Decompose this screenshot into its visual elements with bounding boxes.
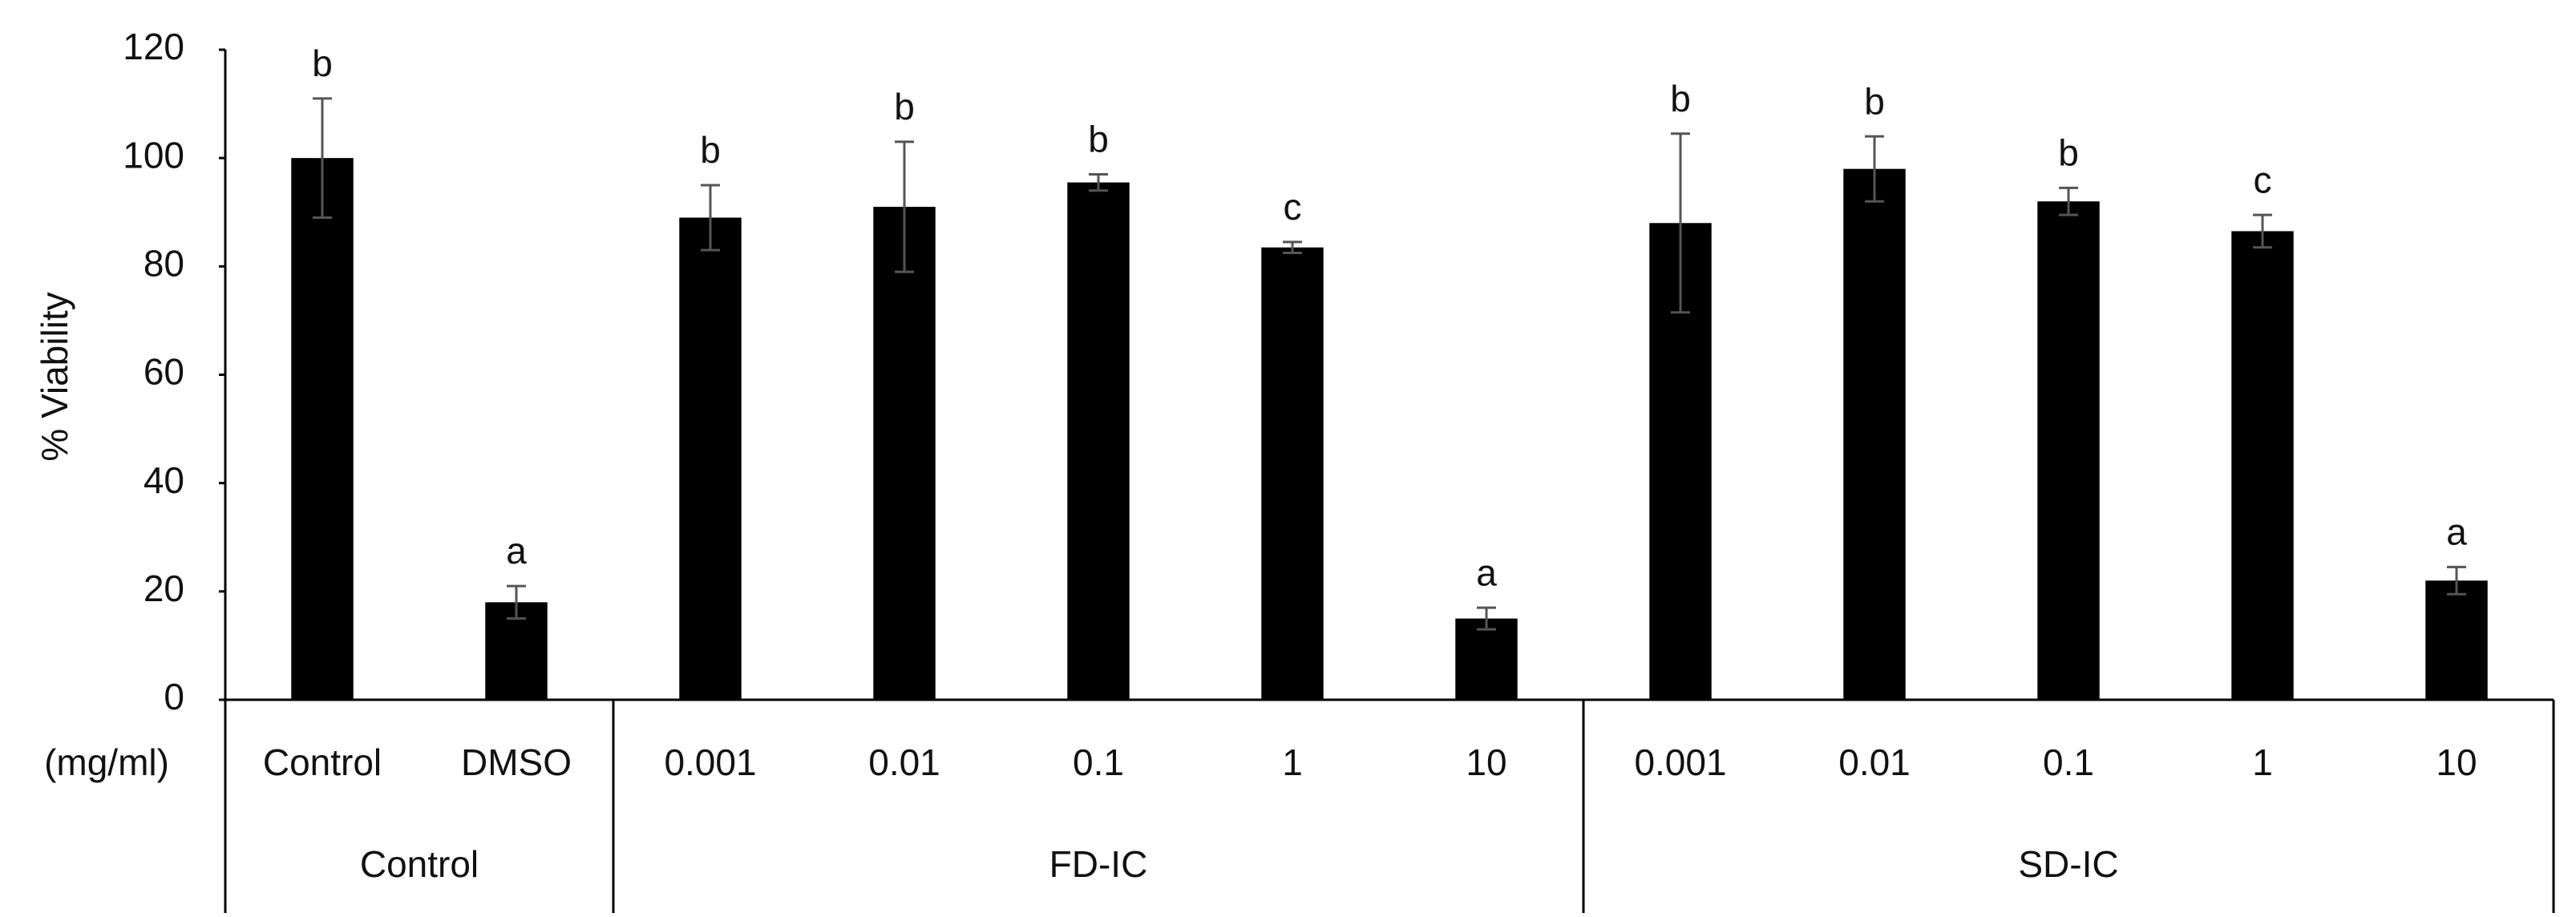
- group-label: Control: [360, 843, 479, 885]
- x-tick-label: 0.1: [2043, 741, 2094, 783]
- y-tick-label: 100: [123, 134, 184, 176]
- bar: [2425, 580, 2488, 700]
- x-tick-label: DMSO: [461, 741, 572, 783]
- x-unit-label: (mg/ml): [44, 741, 169, 783]
- significance-letter: b: [312, 42, 333, 84]
- bar: [1455, 618, 1518, 700]
- significance-letter: c: [1284, 186, 1302, 228]
- x-tick-label: 0.01: [1838, 741, 1911, 783]
- x-tick-label: Control: [263, 741, 382, 783]
- x-tick-label: 10: [2436, 741, 2477, 783]
- significance-letter: b: [1670, 78, 1691, 119]
- group-label: FD-IC: [1049, 843, 1148, 885]
- significance-letter: a: [2446, 511, 2467, 553]
- x-tick-label: 0.1: [1073, 741, 1124, 783]
- y-tick-label: 80: [144, 242, 184, 284]
- bar: [2037, 201, 2100, 700]
- significance-letter: b: [700, 129, 721, 171]
- bar: [1261, 247, 1324, 700]
- x-tick-label: 10: [1466, 741, 1506, 783]
- x-tick-label: 0.001: [1634, 741, 1726, 783]
- x-tick-label: 1: [2252, 741, 2273, 783]
- y-tick-label: 60: [144, 351, 184, 393]
- bar: [2231, 231, 2294, 700]
- bar: [679, 217, 742, 701]
- y-tick-label: 120: [123, 26, 184, 67]
- y-axis-label: % Viability: [34, 292, 75, 461]
- y-tick-label: 40: [144, 459, 184, 501]
- significance-letter: b: [2058, 131, 2079, 173]
- significance-letter: b: [1088, 119, 1109, 160]
- significance-letter: c: [2254, 159, 2272, 200]
- x-tick-label: 0.01: [868, 741, 940, 783]
- bar: [1843, 168, 1906, 700]
- bar: [1067, 182, 1130, 700]
- x-tick-label: 0.001: [664, 741, 756, 783]
- significance-letter: b: [894, 86, 915, 127]
- y-tick-label: 20: [144, 568, 184, 609]
- significance-letter: a: [506, 530, 527, 572]
- group-label: SD-IC: [2018, 843, 2118, 885]
- x-tick-label: 1: [1282, 741, 1303, 783]
- significance-letter: b: [1864, 80, 1885, 122]
- bar: [873, 206, 936, 700]
- significance-letter: a: [1476, 551, 1497, 593]
- bar: [291, 158, 354, 700]
- y-tick-label: 0: [164, 676, 184, 717]
